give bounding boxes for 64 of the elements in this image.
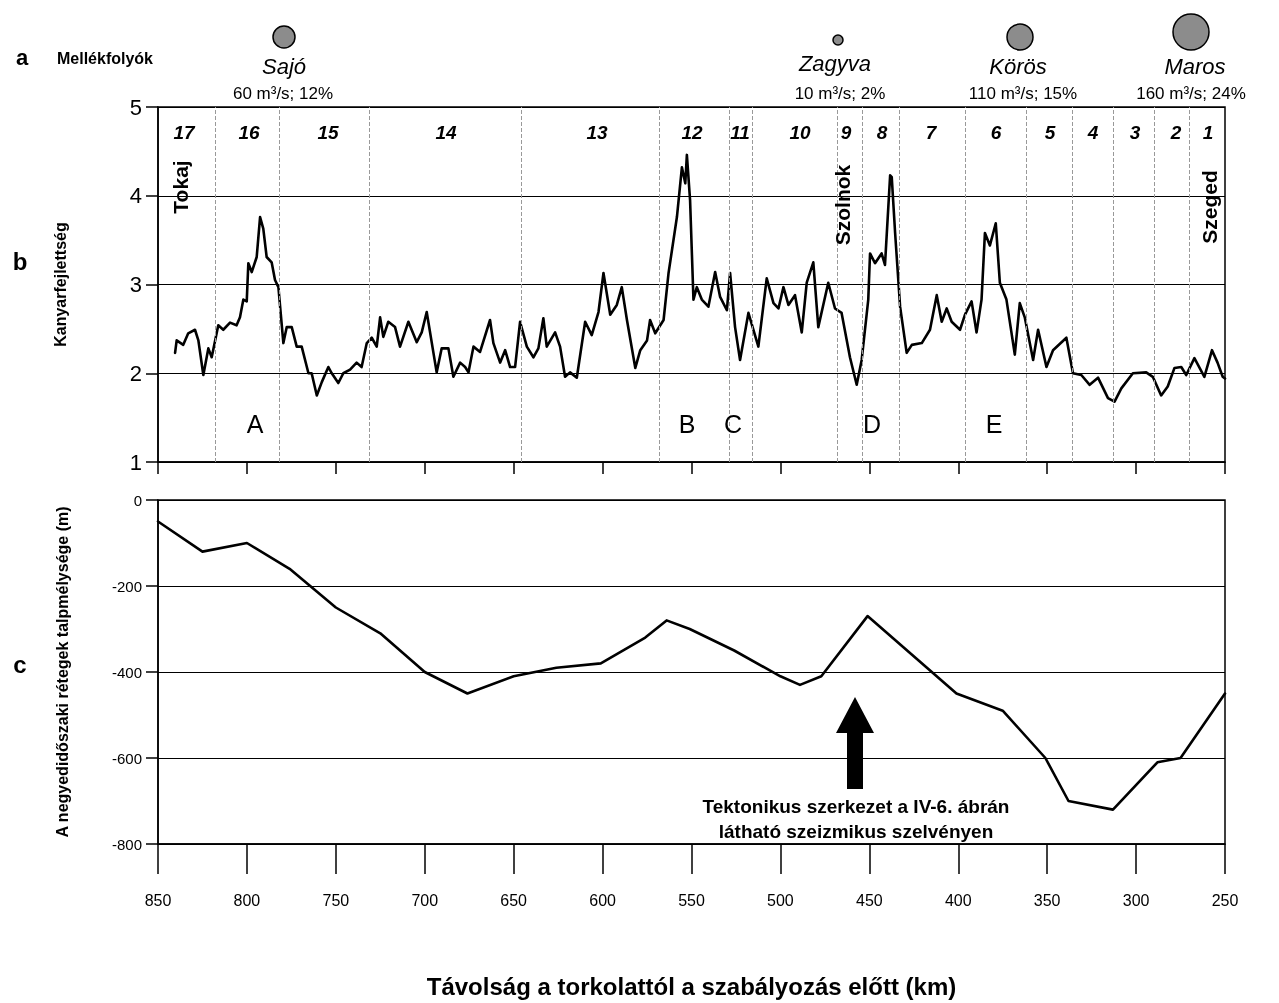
y-tick-label: 1	[129, 449, 142, 475]
x-tick-label: 750	[322, 891, 350, 909]
y-axis-title: A negyedidőszaki rétegek talpmélysége (m)	[53, 506, 71, 838]
text: a	[15, 43, 29, 72]
text: 160 m³/s; 24%	[1136, 82, 1246, 105]
annotation: Szolnok	[830, 164, 856, 246]
annotation: 2	[1170, 120, 1182, 145]
y-tick-label: -400	[111, 663, 142, 681]
text: b	[12, 247, 28, 278]
annotation: Szeged	[1197, 170, 1223, 244]
annotation: 6	[990, 120, 1002, 145]
text: Sajó	[261, 52, 307, 81]
annotation: 12	[681, 120, 703, 145]
x-tick-label: 500	[767, 891, 794, 909]
x-tick-label: 250	[1211, 891, 1239, 909]
annotation: 15	[317, 120, 339, 145]
annotation: C	[723, 408, 743, 440]
annotation: 7	[925, 120, 937, 145]
x-axis-title: Távolság a torkolattól a szabályozás előtt (km)	[426, 972, 957, 1000]
text: Zagyva	[798, 49, 872, 78]
x-tick-label: 400	[944, 891, 972, 909]
y-tick-label: 3	[129, 272, 142, 297]
x-tick-label: 450	[855, 891, 883, 909]
annotation: 17	[173, 120, 195, 145]
annotation: B	[678, 408, 696, 440]
annotation: 1	[1202, 120, 1214, 145]
annotation: Tektonikus szerkezet a IV-6. ábrán látható szeizmikus szelvényen	[702, 795, 1010, 844]
x-tick-label: 800	[233, 891, 261, 909]
annotation: 13	[586, 120, 608, 145]
annotation: 4	[1087, 120, 1099, 145]
text: Maros	[1164, 52, 1226, 81]
annotation: A	[246, 408, 264, 440]
annotation: Tokaj	[168, 160, 194, 214]
text: 60 m³/s; 12%	[232, 82, 334, 105]
y-tick-label: 0	[133, 491, 142, 509]
y-tick-label: 5	[129, 94, 142, 120]
y-tick-label: -200	[111, 577, 142, 595]
annotation: 14	[435, 120, 457, 145]
annotation: 3	[1129, 120, 1141, 145]
annotation: 9	[840, 120, 852, 145]
text: 110 m³/s; 15%	[968, 82, 1078, 105]
x-tick-label: 300	[1122, 891, 1150, 909]
x-tick-label: 650	[500, 891, 528, 909]
annotation: D	[862, 408, 882, 440]
annotation: 16	[238, 120, 260, 145]
text: Mellékfolyók	[56, 50, 154, 68]
text: 10 m³/s; 2%	[794, 82, 886, 105]
text: c	[13, 650, 27, 681]
y-tick-label: -600	[111, 749, 142, 767]
y-tick-label: 4	[129, 183, 142, 209]
x-tick-label: 700	[411, 891, 439, 909]
annotation: 11	[730, 120, 750, 145]
annotation: 8	[876, 120, 888, 145]
annotation: 10	[789, 120, 811, 145]
x-tick-label: 550	[678, 891, 705, 909]
x-tick-label: 600	[589, 891, 617, 909]
y-tick-label: 2	[129, 360, 142, 386]
y-tick-label: -800	[111, 835, 142, 853]
x-tick-label: 350	[1033, 891, 1061, 909]
text: Körös	[989, 52, 1047, 81]
annotation: 5	[1044, 120, 1056, 145]
y-axis-title: Kanyarfejlettség	[51, 222, 69, 347]
x-tick-label: 850	[144, 891, 172, 909]
annotation: E	[985, 408, 1003, 440]
